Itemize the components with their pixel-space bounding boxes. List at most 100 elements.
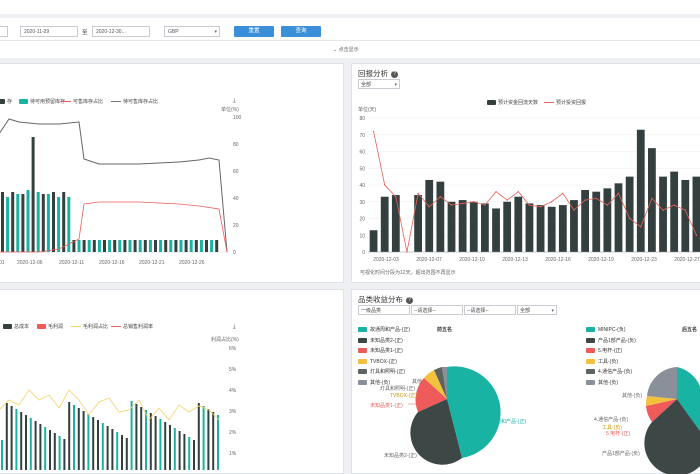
- legend-row: 其他-(负): [586, 379, 618, 386]
- pie-slice: [645, 396, 677, 406]
- line-point: [562, 192, 564, 195]
- date-end-input[interactable]: 2020-12-30...: [92, 26, 150, 37]
- x-tick: 2020-12-26: [179, 260, 205, 266]
- pie-label: 未知品类1-(正): [370, 403, 403, 409]
- bar: [414, 195, 422, 252]
- y-tick: 10: [359, 233, 365, 239]
- bar: [603, 188, 612, 252]
- category-scope-select[interactable]: 全部 ▾: [517, 305, 557, 315]
- line-point: [595, 197, 597, 200]
- category-pick-2[interactable]: --请选择--: [464, 305, 516, 315]
- bar: [636, 129, 645, 252]
- panel-title: 回报分析?: [358, 68, 398, 79]
- line-point: [484, 204, 486, 206]
- expand-toggle[interactable]: ⌄ 点击显示: [333, 46, 359, 53]
- legend-row: MINIPC-(负): [586, 326, 626, 333]
- y2-tick: 1%: [229, 451, 237, 457]
- help-icon[interactable]: ?: [406, 296, 413, 304]
- top5-pie: [408, 366, 501, 465]
- currency-select[interactable]: GBP ▾: [164, 26, 220, 37]
- bar: [184, 240, 188, 252]
- date-start-input[interactable]: 2020-11-29: [20, 26, 78, 37]
- bar: [207, 409, 210, 470]
- bar: [447, 201, 456, 252]
- profit-chart: [0, 389, 220, 470]
- query-button[interactable]: 查询: [281, 26, 321, 37]
- bar: [118, 240, 122, 252]
- download-icon[interactable]: ⤓: [233, 98, 236, 104]
- category-level-select[interactable]: 一级品类: [358, 305, 410, 315]
- line-point: [506, 199, 508, 201]
- bar: [97, 240, 101, 252]
- filter-bar: 2020-11-29 至 2020-12-30... GBP ▾ 重置 查询 ⌄…: [0, 18, 700, 58]
- download-icon[interactable]: ⤓: [233, 324, 236, 330]
- bar: [149, 413, 152, 470]
- recovery-scope-select[interactable]: 全部 ▾: [358, 79, 400, 89]
- bar: [140, 407, 143, 470]
- bar: [133, 240, 137, 252]
- bar: [73, 405, 75, 470]
- bar: [570, 200, 578, 252]
- y2-tick: 5%: [229, 367, 237, 373]
- bar: [26, 190, 30, 252]
- y2-tick: 4%: [229, 388, 237, 394]
- chevron-down-icon: ▾: [551, 308, 554, 314]
- pie-label: 产品1部产品-(负): [602, 451, 640, 457]
- y2-tick: 100: [233, 115, 242, 121]
- y2-tick: 80: [233, 142, 239, 148]
- pie-label: 工具-(负): [602, 425, 622, 431]
- bar: [108, 240, 112, 252]
- pie-slice: [644, 399, 700, 474]
- bar: [692, 176, 700, 252]
- line-point: [551, 201, 553, 203]
- bar: [681, 179, 690, 252]
- line-point: [417, 192, 419, 195]
- reset-button[interactable]: 重置: [234, 26, 274, 37]
- bar: [164, 240, 168, 252]
- bar: [101, 423, 104, 470]
- pie-label: 故通周和产品-(正): [486, 419, 526, 425]
- line-point: [528, 204, 531, 206]
- bar: [52, 192, 55, 252]
- legend-label: 工具-(负): [598, 358, 618, 365]
- y-unit: 单位(天): [358, 107, 377, 113]
- bar: [29, 418, 32, 470]
- line-point: [395, 196, 397, 198]
- bar: [391, 195, 400, 252]
- x-tick: 2020-12-19: [588, 257, 614, 262]
- legend-bar: 预计资金回流天数: [487, 99, 538, 106]
- bar: [82, 240, 86, 252]
- bar: [199, 240, 203, 252]
- legend-swatch: [358, 379, 367, 385]
- bar: [458, 200, 467, 252]
- bar: [138, 240, 142, 252]
- bottom5-pie: [644, 367, 700, 474]
- help-icon[interactable]: ?: [391, 70, 398, 78]
- inventory-panel: 存 待可用预留库存 可售库存占比 待可售库存占比 单位(%) ⤓ 100 80 …: [0, 63, 344, 283]
- inventory-chart: [0, 118, 229, 253]
- category-pick-1[interactable]: --请选择--: [411, 305, 463, 315]
- x-tick: 2020-12-07: [416, 257, 442, 262]
- legend-swatch: [37, 324, 46, 330]
- y2-unit: 单位(%): [221, 107, 239, 113]
- y-tick: 0: [362, 250, 365, 256]
- line-point: [450, 204, 453, 206]
- bar: [197, 403, 200, 470]
- y2-tick: 6%: [229, 346, 237, 352]
- bar: [143, 240, 147, 252]
- y-tick: 20: [359, 217, 365, 223]
- bar: [178, 431, 181, 470]
- prev-filter-input[interactable]: [0, 26, 8, 37]
- line-point: [662, 209, 664, 211]
- bar: [36, 192, 40, 252]
- bar: [210, 240, 214, 252]
- bar: [193, 440, 195, 470]
- bar: [625, 176, 634, 252]
- top5-heading: 前五名: [437, 327, 453, 333]
- line-point: [461, 202, 464, 205]
- line-point: [495, 191, 497, 193]
- bar: [525, 203, 534, 252]
- y2-unit: 利润占比(%): [211, 337, 239, 343]
- legend-line: [111, 101, 121, 103]
- bar: [536, 205, 545, 252]
